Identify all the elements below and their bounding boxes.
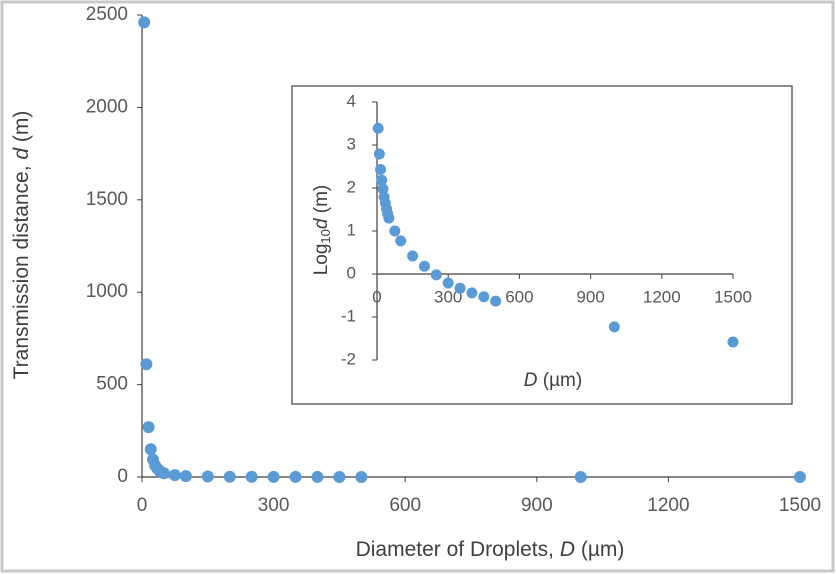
inset-y-label: Log10d (m) bbox=[311, 185, 333, 276]
point bbox=[333, 470, 346, 483]
y-label-part: d bbox=[10, 147, 33, 160]
x-axis-label: Diameter of Droplets, D (µm) bbox=[356, 538, 625, 561]
x-tick-label: 1500 bbox=[779, 495, 821, 516]
point bbox=[395, 235, 407, 247]
x-label-part: (µm) bbox=[538, 370, 583, 391]
point bbox=[138, 16, 151, 29]
point bbox=[168, 469, 181, 482]
x-label-part: D bbox=[560, 538, 575, 561]
point bbox=[355, 470, 368, 483]
y-tick-label: 1500 bbox=[86, 189, 128, 210]
point bbox=[418, 260, 430, 272]
point bbox=[376, 174, 388, 186]
y-tick-label: 4 bbox=[347, 91, 356, 110]
x-tick-label: 0 bbox=[137, 495, 148, 516]
y-tick-label: -1 bbox=[341, 306, 356, 325]
point bbox=[490, 295, 502, 307]
point bbox=[245, 470, 258, 483]
x-tick-label: 1200 bbox=[643, 287, 681, 306]
y-tick-label: 500 bbox=[96, 374, 128, 395]
point bbox=[372, 122, 384, 134]
point bbox=[201, 470, 214, 483]
x-tick-label: 0 bbox=[372, 287, 381, 306]
y-tick-label: 2 bbox=[347, 177, 356, 196]
y-label-part: Log bbox=[311, 244, 332, 276]
point bbox=[140, 358, 153, 371]
y-label-part: 10 bbox=[318, 229, 333, 243]
x-tick-label: 300 bbox=[434, 287, 462, 306]
point bbox=[478, 291, 490, 303]
point bbox=[794, 470, 806, 483]
inset-frame bbox=[291, 85, 793, 405]
point bbox=[454, 282, 466, 294]
point bbox=[389, 225, 401, 237]
x-tick-label: 1200 bbox=[647, 495, 689, 516]
point bbox=[727, 336, 739, 348]
y-tick-label: 0 bbox=[347, 263, 356, 282]
point bbox=[407, 250, 419, 262]
y-tick-label: 0 bbox=[117, 466, 128, 487]
point bbox=[608, 321, 620, 333]
x-tick-label: 600 bbox=[505, 287, 533, 306]
point bbox=[442, 277, 454, 289]
x-tick-label: 300 bbox=[258, 495, 290, 516]
y-tick-label: 1 bbox=[347, 220, 356, 239]
inset-x-label: D (µm) bbox=[524, 370, 582, 391]
y-label-part: d bbox=[311, 217, 332, 229]
x-label-part: D bbox=[524, 370, 538, 391]
point bbox=[373, 148, 385, 160]
point bbox=[223, 470, 236, 483]
x-tick-label: 900 bbox=[576, 287, 604, 306]
point bbox=[144, 443, 157, 456]
point bbox=[267, 470, 280, 483]
y-label-part: Transmission distance, bbox=[10, 160, 33, 380]
point bbox=[466, 287, 478, 299]
x-tick-label: 600 bbox=[389, 495, 421, 516]
y-tick-label: 1000 bbox=[86, 281, 128, 302]
point bbox=[142, 421, 155, 434]
point bbox=[311, 470, 324, 483]
y-tick-label: 2500 bbox=[86, 4, 128, 25]
point bbox=[375, 164, 387, 176]
point bbox=[289, 470, 302, 483]
point bbox=[383, 212, 395, 224]
y-label-part: (m) bbox=[311, 185, 332, 219]
y-tick-label: 2000 bbox=[86, 96, 128, 117]
point bbox=[377, 183, 389, 195]
x-label-part: (µm) bbox=[575, 538, 624, 561]
point bbox=[430, 269, 442, 281]
y-label-part: (m) bbox=[10, 111, 33, 148]
y-axis-label: Transmission distance, d (m) bbox=[10, 111, 33, 380]
y-tick-label: -2 bbox=[341, 349, 356, 368]
point bbox=[574, 470, 587, 483]
x-tick-label: 900 bbox=[521, 495, 553, 516]
x-label-part: Diameter of Droplets, bbox=[356, 538, 560, 561]
y-tick-label: 3 bbox=[347, 134, 356, 153]
point bbox=[157, 467, 170, 480]
x-tick-label: 1500 bbox=[714, 287, 752, 306]
point bbox=[179, 470, 192, 483]
